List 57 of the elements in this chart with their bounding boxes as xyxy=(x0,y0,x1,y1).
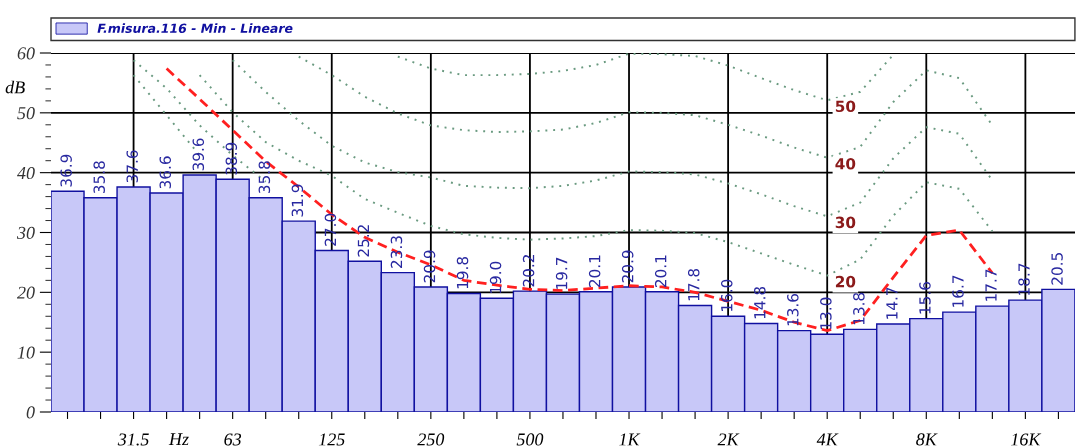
legend-label: F.misura.116 - Min - Lineare xyxy=(97,23,293,34)
data-label: 17.7 xyxy=(985,269,997,301)
data-label: 14.8 xyxy=(754,286,766,319)
series-label: 20 xyxy=(835,275,856,288)
x-tick-label: 8K xyxy=(916,433,938,446)
y-axis-title: dB xyxy=(5,80,25,94)
data-label: 20.1 xyxy=(654,255,667,288)
y-tick-label: 0 xyxy=(26,406,35,419)
line-series xyxy=(396,53,895,102)
data-label: 31.9 xyxy=(291,184,304,217)
x-tick-label: 4K xyxy=(816,433,839,446)
data-label: 18.7 xyxy=(1018,263,1030,295)
data-label: 15.6 xyxy=(919,282,931,314)
y-tick-label: 10 xyxy=(17,346,35,359)
x-tick-label: 16K xyxy=(1010,433,1042,446)
data-label: 37.6 xyxy=(126,150,139,183)
y-tick-label: 50 xyxy=(17,107,35,120)
y-tick-label: 40 xyxy=(17,166,35,180)
y-tick-label: 30 xyxy=(16,226,35,239)
data-label: 19.0 xyxy=(489,261,502,294)
x-tick-label: 1K xyxy=(619,433,641,446)
data-label: 16.0 xyxy=(720,279,733,311)
y-tick-label: 20 xyxy=(16,286,35,299)
data-label: 16.7 xyxy=(952,275,964,307)
y-tick-label: 60 xyxy=(17,47,35,60)
data-label: 27.0 xyxy=(324,213,337,246)
x-tick-label: 31.5 xyxy=(117,433,149,446)
data-label: 35.8 xyxy=(93,161,105,194)
series-label: 30 xyxy=(835,216,856,229)
data-label: 19.7 xyxy=(555,257,568,289)
data-label: 13.0 xyxy=(820,297,832,329)
data-label: 19.8 xyxy=(456,256,469,289)
data-label: 20.9 xyxy=(423,250,436,283)
data-label: 36.9 xyxy=(60,154,72,187)
x-axis-title: Hz xyxy=(168,433,189,446)
data-label: 36.6 xyxy=(159,156,172,189)
data-label: 17.8 xyxy=(687,268,700,301)
data-label: 23.3 xyxy=(390,236,403,268)
data-label: 13.6 xyxy=(787,293,799,326)
data-label: 39.6 xyxy=(192,138,205,171)
x-tick-label: 63 xyxy=(224,433,242,446)
data-label: 25.2 xyxy=(357,225,370,257)
data-label: 20.2 xyxy=(522,255,535,287)
x-tick-label: 500 xyxy=(516,433,544,446)
series-label: 40 xyxy=(835,157,856,170)
data-label: 13.8 xyxy=(853,292,865,325)
x-tick-label: 125 xyxy=(318,433,345,446)
data-label: 38.9 xyxy=(225,142,238,175)
series-label: 50 xyxy=(835,100,856,113)
line-series xyxy=(297,55,994,159)
data-label: 20.9 xyxy=(621,250,634,283)
data-label: 14.7 xyxy=(886,287,898,319)
x-tick-label: 250 xyxy=(417,433,445,446)
x-tick-label: 2K xyxy=(717,433,740,446)
data-label: 20.5 xyxy=(1051,253,1063,285)
data-label: 35.8 xyxy=(258,161,271,194)
data-label: 20.1 xyxy=(588,255,601,288)
